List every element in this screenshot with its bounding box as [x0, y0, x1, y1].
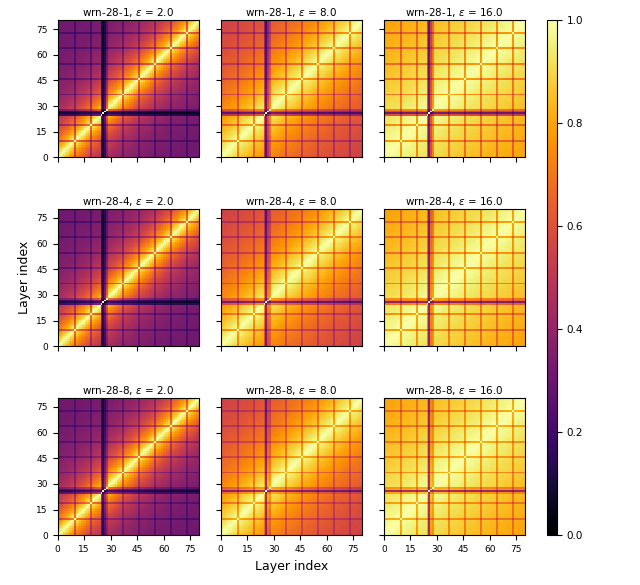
- Title: wrn-28-4, $\varepsilon$ = 2.0: wrn-28-4, $\varepsilon$ = 2.0: [83, 195, 174, 208]
- Title: wrn-28-4, $\varepsilon$ = 8.0: wrn-28-4, $\varepsilon$ = 8.0: [246, 195, 337, 208]
- Y-axis label: Layer index: Layer index: [18, 241, 31, 315]
- X-axis label: Layer index: Layer index: [255, 560, 328, 573]
- Title: wrn-28-1, $\varepsilon$ = 2.0: wrn-28-1, $\varepsilon$ = 2.0: [83, 6, 174, 19]
- Title: wrn-28-8, $\varepsilon$ = 16.0: wrn-28-8, $\varepsilon$ = 16.0: [405, 384, 504, 397]
- Title: wrn-28-8, $\varepsilon$ = 2.0: wrn-28-8, $\varepsilon$ = 2.0: [83, 384, 174, 397]
- Title: wrn-28-4, $\varepsilon$ = 16.0: wrn-28-4, $\varepsilon$ = 16.0: [405, 195, 504, 208]
- Title: wrn-28-1, $\varepsilon$ = 16.0: wrn-28-1, $\varepsilon$ = 16.0: [405, 6, 504, 19]
- Title: wrn-28-1, $\varepsilon$ = 8.0: wrn-28-1, $\varepsilon$ = 8.0: [246, 6, 337, 19]
- Title: wrn-28-8, $\varepsilon$ = 8.0: wrn-28-8, $\varepsilon$ = 8.0: [246, 384, 337, 397]
